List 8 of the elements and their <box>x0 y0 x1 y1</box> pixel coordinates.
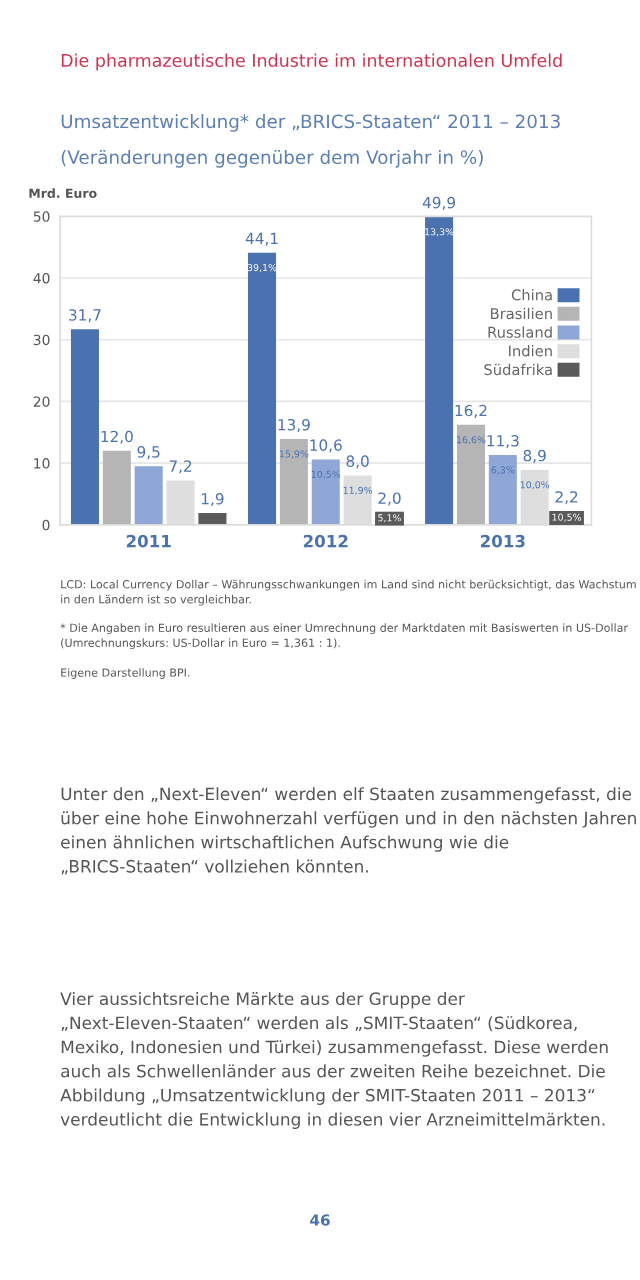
x-tick-label: 2013 <box>480 534 525 548</box>
x-tick-label: 2011 <box>126 534 171 548</box>
chart-subtitle: (Veränderungen gegenüber dem Vorjahr in %) <box>61 149 483 168</box>
text: Vier aussichtsreiche Märkte aus der Gruppe der „Next-Eleven-Staaten“ werden als „SMIT-Staaten“ (Südkorea, Mexiko, Indonesien und Türkei) zusammengefasst. Diese werden auch als Schwellenländer aus der zweiten Reihe bezeichnet. Die Abbildung „Umsatzentwicklung der SMIT-Staaten 2011 – 2013“ verdeutlicht die Entwicklung in diesen vier Arzneimittelmärkten. <box>60 992 608 1130</box>
chart-title: Umsatzentwicklung* der „BRICS-Staaten“ 2011 – 2013 <box>61 114 560 132</box>
x-tick-label: 2012 <box>303 534 348 548</box>
text: Die pharmazeutische Industrie im internationalen Umfeld <box>61 53 562 71</box>
text: Unter den „Next-Eleven“ werden elf Staaten zusammengefasst, die über eine hohe Einwohnerzahl verfügen und in den nächsten Jahren einen ähnlichen wirtschaftlichen Aufschwung wie die „BRICS-Staaten“ vollziehen könnten. <box>61 787 636 875</box>
